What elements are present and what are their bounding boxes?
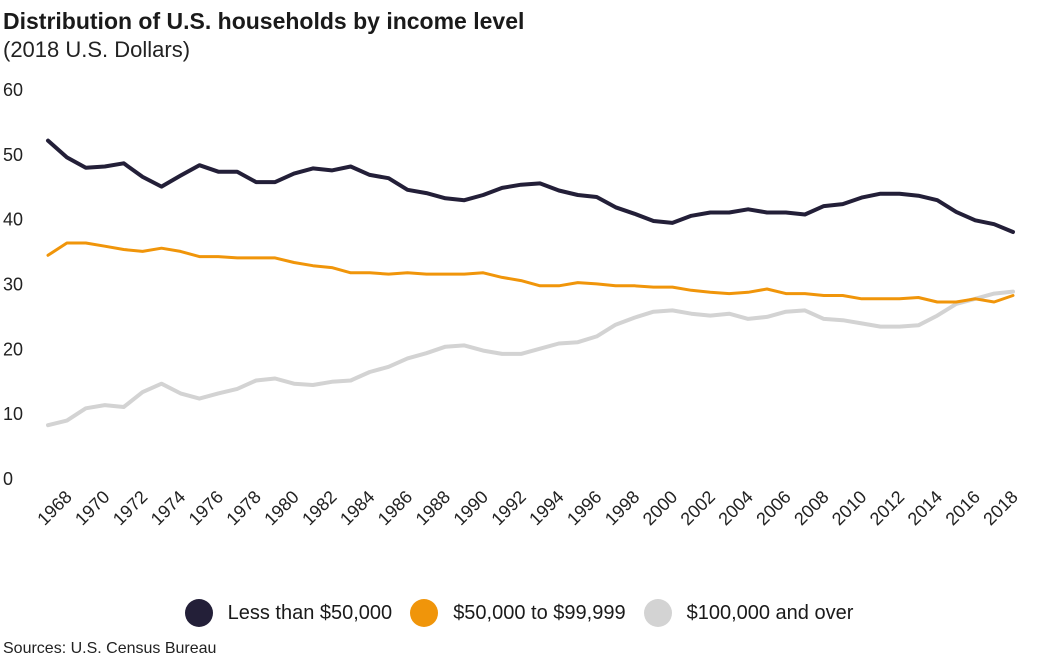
legend-label-series-2: $50,000 to $99,999: [453, 601, 626, 624]
x-tick-label: 1998: [601, 487, 643, 529]
x-tick-label: 1974: [147, 487, 189, 529]
x-tick-label: 1994: [525, 487, 567, 529]
legend-label-series-1: Less than $50,000: [227, 601, 393, 624]
legend-swatch-series-1: [184, 599, 213, 627]
legend-item-series-1: Less than $50,000: [184, 599, 393, 627]
legend-label-series-3: $100,000 and over: [686, 601, 854, 624]
y-tick-label: 60: [3, 80, 23, 100]
x-tick-label: 2014: [904, 487, 946, 529]
x-tick-label: 2012: [866, 487, 908, 529]
x-tick-label: 1990: [450, 487, 492, 529]
x-tick-label: 1968: [33, 487, 75, 529]
series-lines: [46, 138, 1015, 428]
x-tick-label: 1970: [71, 487, 113, 529]
x-tick-label: 1972: [109, 487, 151, 529]
x-tick-label: 2018: [979, 487, 1021, 529]
y-tick-label: 10: [3, 404, 23, 424]
x-tick-label: 1992: [487, 487, 529, 529]
x-tick-label: 2004: [714, 487, 756, 529]
legend: Less than $50,000 $50,000 to $99,999 $10…: [0, 595, 1038, 631]
source-note: Sources: U.S. Census Bureau: [3, 640, 217, 657]
legend-swatch-series-2: [410, 599, 439, 627]
legend-item-series-2: $50,000 to $99,999: [410, 599, 626, 627]
x-tick-label: 1986: [374, 487, 416, 529]
x-tick-label: 1978: [223, 487, 265, 529]
y-tick-label: 40: [3, 210, 23, 230]
series-line-1: [46, 138, 1015, 234]
legend-item-series-3: $100,000 and over: [643, 599, 854, 627]
series-line-2: [46, 241, 1015, 304]
x-tick-label: 2008: [790, 487, 832, 529]
y-tick-label: 0: [3, 469, 13, 489]
y-tick-label: 30: [3, 275, 23, 295]
x-tick-label: 1996: [563, 487, 605, 529]
x-tick-label: 1980: [260, 487, 302, 529]
y-tick-label: 20: [3, 339, 23, 359]
x-tick-label: 2002: [677, 487, 719, 529]
y-tick-label: 50: [3, 145, 23, 165]
x-axis-ticks: 1968197019721974197619781980198219841986…: [33, 487, 1022, 529]
x-tick-label: 1988: [412, 487, 454, 529]
x-tick-label: 2016: [942, 487, 984, 529]
y-axis-ticks: 0 10 20 30 40 50 60: [3, 80, 23, 489]
series-line-3: [46, 289, 1015, 428]
x-tick-label: 1982: [298, 487, 340, 529]
chart-subtitle: (2018 U.S. Dollars): [3, 37, 191, 62]
x-tick-label: 2000: [639, 487, 681, 529]
x-tick-label: 1984: [336, 487, 378, 529]
x-tick-label: 1976: [185, 487, 227, 529]
legend-swatch-series-3: [643, 599, 672, 627]
x-tick-label: 2010: [828, 487, 870, 529]
chart-title: Distribution of U.S. households by incom…: [3, 8, 525, 34]
x-tick-label: 2006: [752, 487, 794, 529]
